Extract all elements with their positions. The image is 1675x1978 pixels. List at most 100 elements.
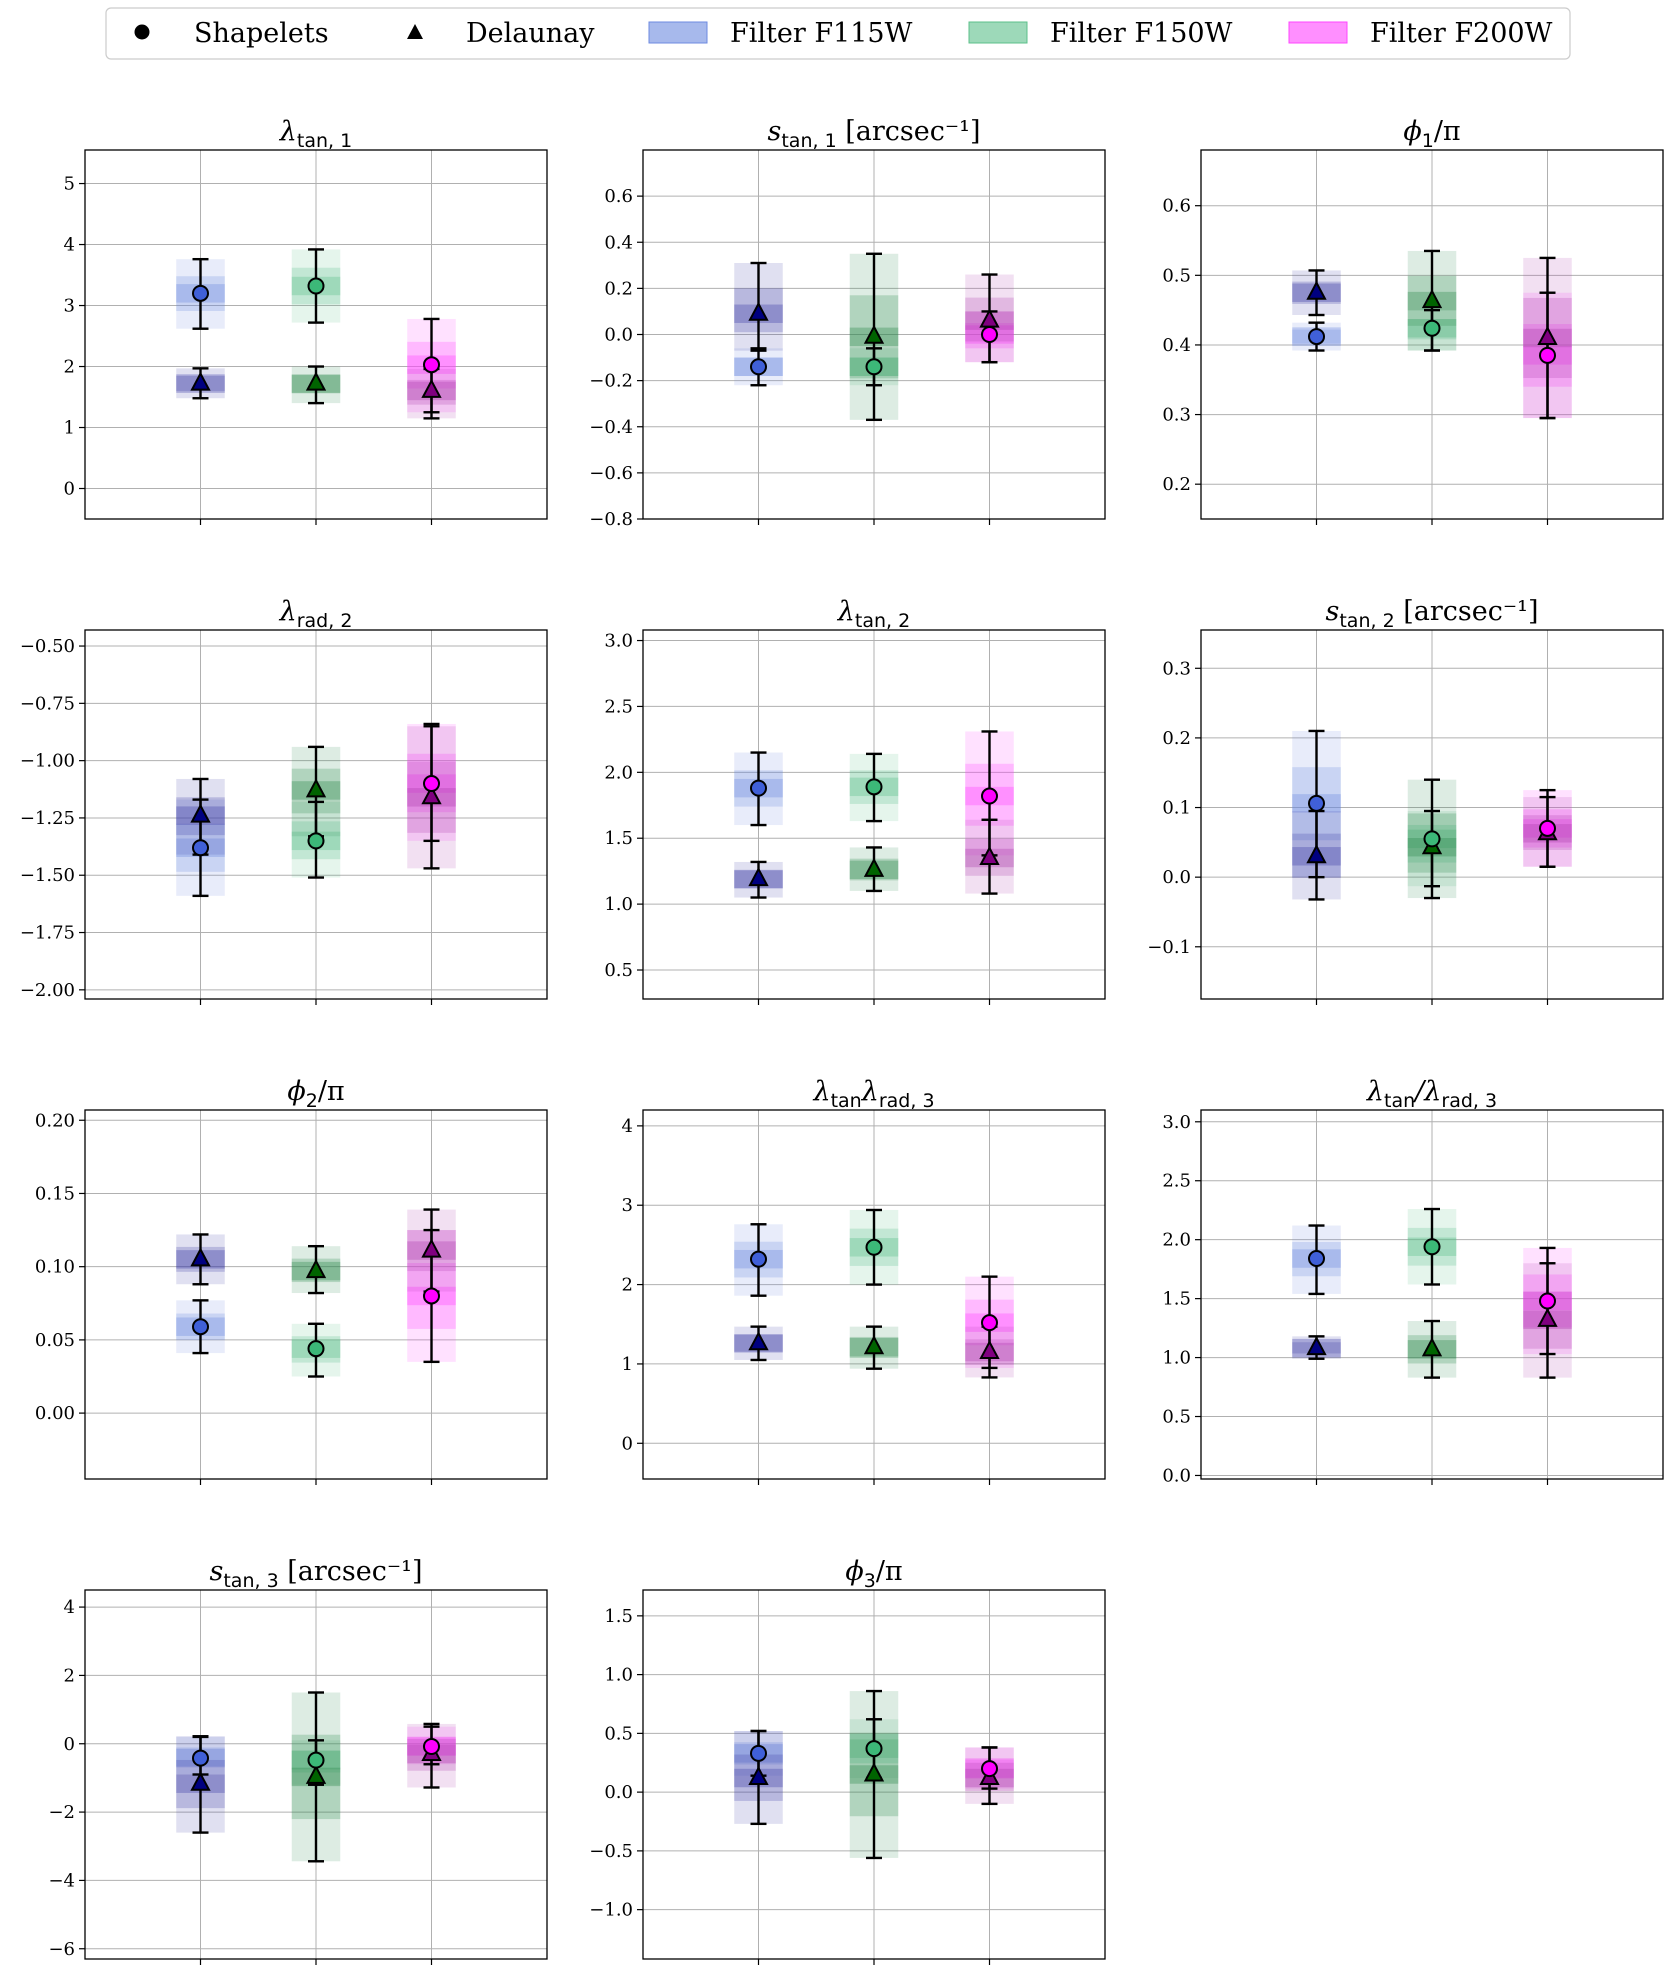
panel-title: λtanλrad, 3	[812, 1076, 934, 1112]
panel: ϕ2/π 0.00 0.05 0.10 0.15 0.20	[35, 1076, 548, 1485]
legend-item: Filter F115W	[648, 18, 913, 49]
delaunay-point	[1421, 288, 1443, 309]
panel: λtanλrad, 3 0 1 2 3 4	[622, 1076, 1106, 1485]
shapelets-point	[423, 775, 440, 793]
y-tick-label: 0.0	[604, 1782, 633, 1803]
legend-patch	[968, 21, 1028, 44]
delaunay-point	[421, 785, 442, 805]
panel-title: stan, 3 [arcsec⁻¹]	[210, 1556, 423, 1592]
y-tick-label: 0.20	[35, 1110, 75, 1131]
y-tick-label: 0.6	[1162, 196, 1191, 217]
shapelets-point	[1308, 328, 1325, 346]
y-tick-label: 0.00	[35, 1403, 75, 1424]
shapelets-point	[1539, 819, 1556, 837]
delaunay-point	[979, 1339, 1000, 1360]
panel-title: λtan, 2	[837, 596, 910, 632]
delaunay-point	[748, 1765, 769, 1786]
y-tick-label: 2.0	[1162, 1230, 1191, 1251]
panel: stan, 2 [arcsec⁻¹] −0.1 0.0 0.1 0.2 0.3	[1147, 596, 1664, 1005]
y-tick-label: −0.5	[589, 1841, 633, 1862]
delaunay-point	[1421, 1337, 1443, 1357]
y-tick-label: −0.8	[589, 509, 633, 530]
y-tick-label: 0	[64, 479, 75, 500]
legend-label: Delaunay	[466, 18, 595, 49]
delaunay-point	[863, 324, 885, 344]
y-tick-label: −1.0	[589, 1900, 633, 1921]
panel-title: ϕ2/π	[287, 1076, 344, 1112]
delaunay-point	[190, 1247, 211, 1267]
y-tick-label: 2	[622, 1275, 633, 1296]
shapelets-point	[750, 1250, 767, 1268]
shapelets-point	[307, 832, 325, 850]
shapelets-point	[192, 839, 209, 857]
y-tick-label: 0	[622, 1433, 633, 1454]
shapelets-point	[1308, 794, 1325, 812]
delaunay-point	[1537, 1307, 1558, 1327]
panel: ϕ1/π 0.2 0.3 0.4 0.5 0.6	[1162, 116, 1664, 525]
y-tick-label: 0.5	[1162, 265, 1191, 286]
panel-title: stan, 2 [arcsec⁻¹]	[1326, 596, 1539, 632]
shapelets-point	[1423, 830, 1441, 848]
shapelets-point	[981, 326, 998, 343]
y-tick-label: −0.50	[20, 636, 75, 657]
shapelets-point	[1539, 346, 1556, 364]
y-tick-label: 0.10	[35, 1257, 75, 1278]
y-tick-label: 4	[622, 1116, 633, 1137]
panels: λtan, 1 0 1 2 3 4 5 stan, 1 [arcsec⁻¹] −0.8 −0.6 −…	[20, 116, 1664, 1965]
y-tick-label: 2.0	[604, 762, 633, 783]
panel-title: ϕ1/π	[1403, 116, 1460, 152]
legend-label: Filter F200W	[1370, 18, 1553, 49]
legend-patch	[1288, 21, 1348, 44]
y-tick-label: −1.50	[20, 865, 75, 886]
y-tick-label: 1.5	[1162, 1289, 1191, 1310]
delaunay-point	[863, 857, 885, 877]
panel-title: stan, 1 [arcsec⁻¹]	[768, 116, 981, 152]
panel: λrad, 2 −2.00 −1.75 −1.50 −1.25 −1.00 −0.75 −0.…	[20, 596, 548, 1005]
shapelets-point	[865, 1238, 883, 1256]
y-tick-label: 3	[622, 1195, 633, 1216]
y-tick-label: 3.0	[604, 631, 633, 652]
y-tick-label: −0.75	[20, 693, 75, 714]
delaunay-point	[190, 803, 211, 823]
legend-item: Delaunay	[407, 18, 595, 49]
y-tick-label: −0.4	[589, 417, 633, 438]
y-tick-label: 1.0	[604, 1665, 633, 1686]
shapelets-point	[307, 277, 325, 295]
y-tick-label: 1	[622, 1354, 633, 1375]
shapelets-point	[750, 1744, 767, 1762]
y-tick-label: 5	[64, 174, 75, 195]
y-tick-label: 0.4	[1162, 335, 1191, 356]
legend: Shapelets Delaunay Filter F115W Filter F150…	[105, 7, 1571, 60]
y-tick-label: 0.0	[1162, 1465, 1191, 1486]
y-tick-label: 4	[64, 235, 75, 256]
legend-item: Shapelets	[134, 18, 329, 49]
panel: λtan/λrad, 3 0.0 0.5 1.0 1.5 2.0 2.5 3.0	[1162, 1076, 1664, 1486]
y-tick-label: −0.6	[589, 463, 633, 484]
shapelets-point	[1308, 1250, 1325, 1268]
delaunay-point	[305, 371, 327, 391]
y-tick-label: 0.3	[1162, 658, 1191, 679]
y-tick-label: −6	[48, 1939, 75, 1960]
y-tick-label: −0.2	[589, 371, 633, 392]
panel-title: λtan, 1	[279, 116, 352, 152]
panel-title: ϕ3/π	[845, 1556, 902, 1592]
y-tick-label: 3.0	[1162, 1112, 1191, 1133]
delaunay-point	[748, 866, 769, 887]
delaunay-point	[863, 1762, 885, 1782]
shapelets-point	[981, 1314, 998, 1332]
delaunay-point	[305, 778, 327, 798]
y-tick-label: 2.5	[604, 696, 633, 717]
panel: stan, 3 [arcsec⁻¹] −6 −4 −2 0 2 4	[48, 1556, 548, 1965]
y-tick-label: 1.5	[604, 828, 633, 849]
legend-frame	[105, 7, 1571, 60]
legend-triangle-marker	[407, 24, 423, 39]
shapelets-point	[865, 358, 883, 376]
delaunay-point	[1306, 1336, 1327, 1356]
y-tick-label: 1.0	[604, 894, 633, 915]
panel: ϕ3/π −1.0 −0.5 0.0 0.5 1.0 1.5	[589, 1556, 1106, 1965]
delaunay-point	[1306, 280, 1327, 300]
legend-label: Filter F115W	[730, 18, 913, 49]
y-tick-label: 0.4	[604, 232, 633, 253]
y-tick-label: 0.3	[1162, 405, 1191, 426]
shapelets-point	[192, 1749, 209, 1767]
